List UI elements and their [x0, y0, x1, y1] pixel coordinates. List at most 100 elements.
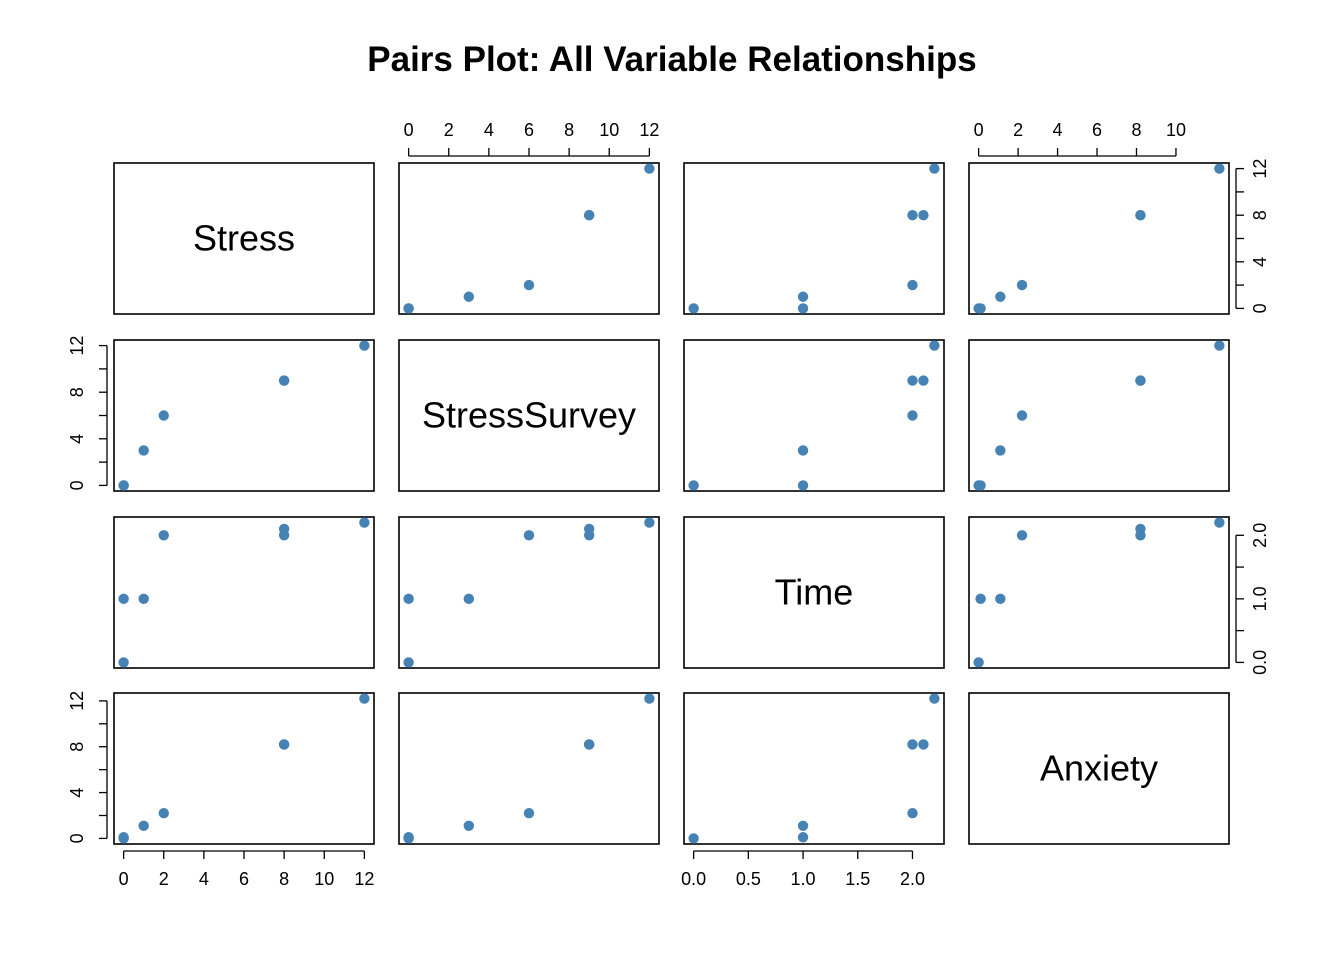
data-point — [403, 657, 414, 668]
data-point — [1016, 279, 1028, 291]
data-point — [918, 209, 929, 221]
data-point — [403, 832, 414, 843]
data-point — [278, 739, 290, 750]
panel-frame — [113, 516, 375, 669]
tick-label: 4 — [199, 869, 209, 889]
data-point — [583, 739, 595, 750]
tick-label: 0 — [67, 480, 87, 490]
data-point — [403, 303, 414, 314]
data-point — [688, 480, 699, 491]
tick-label: 10 — [1166, 120, 1186, 140]
data-point — [138, 820, 149, 832]
chart-title: Pairs Plot: All Variable Relationships — [367, 40, 976, 79]
tick-label: 6 — [524, 120, 534, 140]
data-point — [907, 807, 918, 819]
tick-label: 12 — [1250, 159, 1270, 179]
data-point — [797, 480, 809, 491]
tick-label: 12 — [67, 336, 87, 356]
tick-label: 2.0 — [900, 869, 925, 889]
tick-label: 0.5 — [736, 869, 761, 889]
data-point — [918, 739, 929, 750]
data-point — [523, 279, 535, 291]
data-point — [1214, 163, 1225, 174]
data-point — [1214, 517, 1225, 528]
panel-Time-vs-StressSurvey — [398, 516, 660, 669]
data-point — [118, 480, 129, 491]
tick-label: 0 — [404, 120, 414, 140]
panel-StressSurvey-vs-Time — [683, 339, 945, 492]
tick-label: 4 — [67, 434, 87, 444]
data-point — [278, 523, 290, 535]
panel-Stress-vs-StressSurvey — [398, 162, 660, 315]
panel-frame — [398, 516, 660, 669]
variable-name-StressSurvey: StressSurvey — [422, 395, 636, 436]
data-point — [797, 445, 809, 456]
tick-label: 1.0 — [791, 869, 816, 889]
axis-bottom-0: 0 2 4 6 8 10 12 — [119, 850, 374, 889]
panel-StressSurvey-vs-StressSurvey: StressSurvey — [398, 339, 660, 492]
data-point — [907, 279, 918, 291]
panel-frame — [398, 339, 660, 492]
axes-layer: 0 2 4 6 8 10 12 0 2 4 6 8 10 0 2 4 6 8 10 12 0.0 0.5 1.0 1.5 2.0… — [67, 120, 1270, 889]
data-point — [975, 303, 986, 314]
data-point — [929, 163, 940, 174]
data-point — [583, 523, 595, 535]
panel-frame — [113, 339, 375, 492]
data-point — [995, 593, 1006, 605]
data-point — [359, 693, 370, 704]
data-point — [797, 820, 809, 832]
axis-right-2: 0.0 1.0 2.0 — [1235, 523, 1270, 675]
tick-label: 0 — [67, 833, 87, 843]
data-point — [463, 291, 475, 302]
tick-label: 4 — [1053, 120, 1063, 140]
data-point — [138, 445, 149, 456]
data-point — [1135, 375, 1146, 386]
tick-label: 8 — [564, 120, 574, 140]
data-point — [907, 375, 918, 386]
panel-frame — [968, 339, 1230, 492]
data-point — [688, 303, 699, 314]
tick-label: 8 — [67, 742, 87, 752]
data-point — [907, 739, 918, 750]
panel-Time-vs-Stress — [113, 516, 375, 669]
variable-name-Time: Time — [775, 572, 854, 613]
data-point — [1016, 410, 1028, 421]
panel-frame — [398, 162, 660, 315]
axis-top-3: 0 2 4 6 8 10 — [974, 120, 1186, 157]
data-point — [583, 209, 595, 221]
tick-label: 10 — [314, 869, 334, 889]
panel-Stress-vs-Time — [683, 162, 945, 315]
panel-Anxiety-vs-Anxiety: Anxiety — [968, 692, 1230, 845]
data-point — [1214, 340, 1225, 351]
data-point — [118, 832, 129, 843]
data-point — [523, 530, 535, 541]
tick-label: 12 — [67, 691, 87, 711]
data-point — [359, 340, 370, 351]
tick-label: 12 — [639, 120, 659, 140]
variable-name-Anxiety: Anxiety — [1040, 748, 1158, 789]
tick-label: 6 — [1092, 120, 1102, 140]
data-point — [158, 410, 169, 421]
data-point — [644, 693, 655, 704]
panel-frame — [683, 162, 945, 315]
data-point — [929, 693, 940, 704]
data-point — [403, 593, 414, 605]
tick-label: 2.0 — [1250, 523, 1270, 548]
tick-label: 8 — [279, 869, 289, 889]
panel-StressSurvey-vs-Stress — [113, 339, 375, 492]
panel-frame — [113, 162, 375, 315]
tick-label: 8 — [1250, 210, 1270, 220]
tick-label: 1.0 — [1250, 586, 1270, 611]
data-point — [797, 303, 809, 314]
data-point — [688, 833, 699, 844]
panel-frame — [968, 692, 1230, 845]
variable-name-Stress: Stress — [193, 218, 295, 259]
panel-frame — [968, 162, 1230, 315]
data-point — [929, 340, 940, 351]
panel-Stress-vs-Stress: Stress — [113, 162, 375, 315]
panel-Stress-vs-Anxiety — [968, 162, 1230, 315]
panel-grid: Stress StressSurvey Time Anxiety — [113, 162, 1230, 845]
data-point — [523, 807, 535, 819]
data-point — [1016, 530, 1028, 541]
